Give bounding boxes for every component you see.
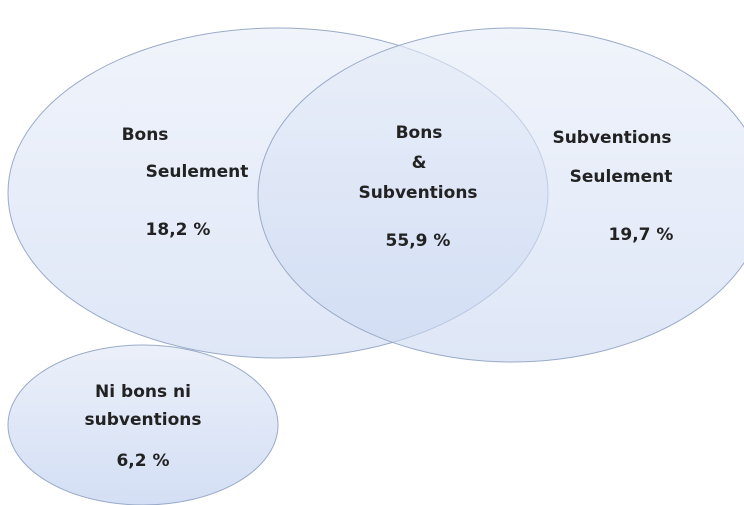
region-label: Seulement bbox=[570, 167, 673, 187]
region-value: 19,7 % bbox=[609, 225, 674, 245]
region-value: 6,2 % bbox=[116, 451, 169, 471]
bottom-circle bbox=[7, 344, 279, 505]
region-value: 18,2 % bbox=[146, 220, 211, 240]
region-label: Bons bbox=[396, 123, 443, 143]
region-label: subventions bbox=[85, 410, 202, 430]
region-label: Bons bbox=[122, 125, 169, 145]
region-label: Subventions bbox=[358, 183, 477, 203]
region-label: Ni bons ni bbox=[95, 382, 191, 402]
region-label: & bbox=[412, 153, 427, 173]
region-label: Subventions bbox=[552, 128, 671, 148]
region-value: 55,9 % bbox=[386, 231, 451, 251]
right-circle bbox=[257, 27, 744, 363]
region-label: Seulement bbox=[146, 162, 249, 182]
